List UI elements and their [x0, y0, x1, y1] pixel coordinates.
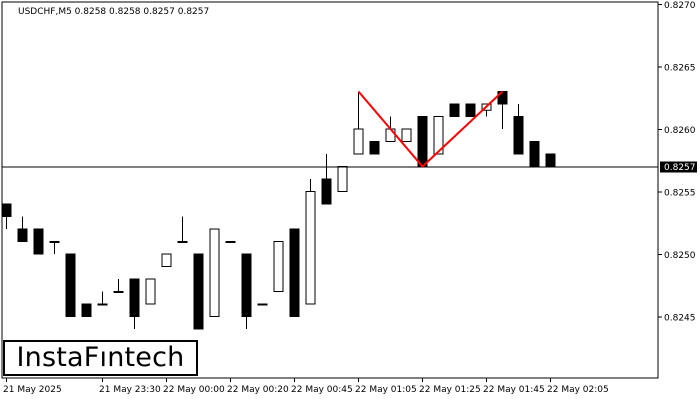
- candle: [353, 91, 364, 155]
- time-tick-label: 22 May 00:00: [163, 385, 225, 395]
- candle: [545, 153, 556, 167]
- price-tick-label: 0.8260: [664, 126, 696, 136]
- candle: [1, 203, 12, 229]
- candle-body-bear: [129, 278, 140, 317]
- candle-body-bear: [257, 303, 268, 306]
- double-top-pattern-line: [357, 90, 504, 168]
- candle-body-bear: [289, 228, 300, 317]
- candle: [129, 278, 140, 329]
- candle-body-bull: [401, 128, 412, 142]
- candle: [465, 103, 476, 117]
- candle-body-bull: [337, 166, 348, 192]
- time-tick-label: 22 May 01:05: [355, 385, 417, 395]
- candle: [81, 303, 92, 317]
- time-tick-label: 22 May 01:45: [483, 385, 545, 395]
- candle: [369, 141, 380, 155]
- candle: [177, 216, 188, 243]
- candle-body-bull: [385, 128, 396, 142]
- candle: [49, 241, 60, 254]
- candle-body-bear: [49, 241, 60, 243]
- candle: [113, 279, 124, 293]
- time-tick-label: 22 May 02:05: [547, 385, 609, 395]
- candle: [433, 116, 444, 155]
- candle-body-bull: [273, 241, 284, 292]
- current-price-tag-bg: [660, 161, 697, 173]
- candle-body-bear: [33, 228, 44, 255]
- candle-body-bull: [209, 228, 220, 317]
- candle: [241, 253, 252, 329]
- candle-body-bear: [369, 141, 380, 155]
- candle-body-bear: [113, 291, 124, 293]
- candle: [97, 291, 108, 306]
- candle-body-bear: [321, 178, 332, 205]
- price-tick-label: 0.8270: [664, 1, 696, 11]
- candle: [417, 116, 428, 167]
- candle: [145, 278, 156, 305]
- time-tick-label: 21 May 23:30: [99, 385, 161, 395]
- candle: [193, 253, 204, 330]
- candle-body-bear: [465, 103, 476, 117]
- time-tick-label: 22 May 01:25: [419, 385, 481, 395]
- candle: [17, 216, 28, 242]
- price-tick-label: 0.8255: [664, 189, 696, 199]
- candle-body-bear: [177, 241, 188, 243]
- candle: [161, 253, 172, 267]
- candle-body-bear: [417, 116, 428, 167]
- candle-body-bull: [305, 191, 316, 305]
- candle-body-bull: [353, 128, 364, 155]
- candle-body-bear: [513, 116, 524, 155]
- price-tick-label: 0.8265: [664, 64, 696, 74]
- candle: [209, 228, 220, 317]
- candle: [305, 179, 316, 305]
- candle: [401, 128, 412, 142]
- candle: [321, 154, 332, 205]
- time-tick-label: 22 May 00:45: [291, 385, 353, 395]
- candle: [225, 241, 236, 243]
- candle-body-bull: [433, 116, 444, 155]
- price-axis: 0.8270 0.8265 0.8260 0.8255 0.8250 0.8245: [658, 1, 696, 324]
- candle-body-bear: [225, 241, 236, 243]
- candle-body-bear: [17, 228, 28, 242]
- candle: [337, 166, 348, 192]
- time-tick-label: 22 May 00:20: [227, 385, 289, 395]
- candle-body-bull: [161, 253, 172, 267]
- candle-body-bear: [193, 253, 204, 330]
- price-tick-label: 0.8245: [664, 314, 696, 324]
- candle-body-bear: [1, 203, 12, 217]
- time-tick-label: 21 May 2025: [3, 385, 62, 395]
- candle-body-bear: [529, 141, 540, 167]
- price-tick-label: 0.8250: [664, 251, 696, 261]
- time-axis: 21 May 2025 21 May 23:30 22 May 00:00 22 Ma…: [3, 378, 609, 395]
- candle: [289, 228, 300, 317]
- candle: [65, 253, 76, 317]
- candle-body-bear: [65, 253, 76, 317]
- symbol-header: USDCHF,M5 0.8258 0.8258 0.8257 0.8257: [18, 7, 209, 17]
- instafintech-logo: InstaFıntech: [3, 340, 198, 376]
- candle-body-bear: [241, 253, 252, 317]
- candle-body-bear: [449, 103, 460, 117]
- candle: [529, 141, 540, 167]
- candle: [513, 104, 524, 155]
- candle: [33, 228, 44, 255]
- candle-body-bear: [97, 303, 108, 306]
- candle: [273, 241, 284, 292]
- current-price-tag: 0.8257: [660, 161, 697, 173]
- current-price-label: 0.8257: [664, 163, 696, 173]
- candle-body-bear: [545, 153, 556, 167]
- candle-body-bear: [81, 303, 92, 317]
- candle-body-bull: [145, 278, 156, 305]
- candle: [257, 303, 268, 306]
- candle: [449, 103, 460, 117]
